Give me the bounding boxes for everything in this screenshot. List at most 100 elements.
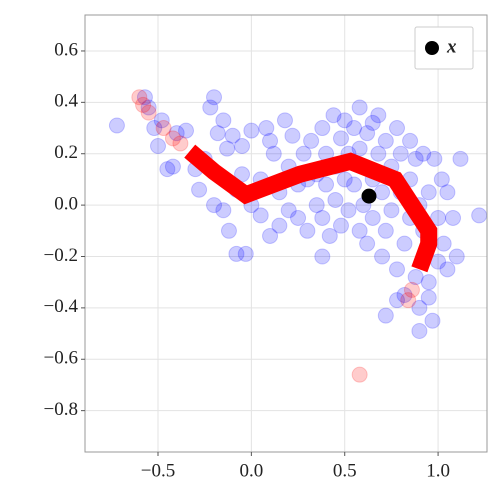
point: [318, 176, 335, 193]
point: [234, 138, 251, 155]
point: [215, 202, 232, 219]
point: [258, 120, 275, 137]
point: [411, 322, 428, 339]
point: [271, 217, 288, 234]
point: [332, 130, 349, 147]
point: [135, 96, 152, 113]
point: [411, 299, 428, 316]
point: [243, 122, 260, 139]
point: [155, 120, 172, 137]
point: [336, 112, 353, 129]
point: [295, 145, 312, 162]
point: [359, 235, 376, 252]
point: [265, 145, 282, 162]
point: [140, 99, 157, 116]
point: [400, 292, 417, 309]
point: [430, 209, 447, 226]
point: [351, 222, 368, 239]
point: [150, 138, 167, 155]
point: [407, 150, 424, 167]
grid: [85, 15, 487, 452]
y-tick-label: −0.6: [44, 348, 78, 369]
point: [159, 161, 176, 178]
point: [351, 366, 368, 383]
point: [108, 117, 125, 134]
point: [308, 197, 325, 214]
point: [389, 120, 406, 137]
point: [435, 235, 452, 252]
point: [439, 261, 456, 278]
marks: [108, 89, 488, 383]
point: [178, 122, 195, 139]
point: [325, 107, 342, 124]
x-tick-label: −0.5: [141, 460, 175, 481]
point: [172, 135, 189, 152]
point: [327, 191, 344, 208]
point: [168, 125, 185, 142]
point: [191, 181, 208, 198]
axes: −0.5 0.0 0.5 1.0 0.6 0.4 0.2 0.0 −0.2 −0.4 −0.6 −0.…: [44, 39, 450, 481]
y-tick-label: −0.8: [44, 399, 78, 420]
legend: x: [414, 26, 474, 70]
point: [336, 171, 353, 188]
y-tick-label: 0.2: [54, 142, 78, 163]
plot-background: [85, 15, 487, 452]
point: [396, 287, 413, 304]
point: [377, 132, 394, 149]
point: [202, 99, 219, 116]
point: [383, 202, 400, 219]
y-tick-label: 0.6: [54, 39, 78, 60]
point: [374, 248, 391, 265]
y-tick-label: 0.4: [54, 91, 78, 112]
point: [426, 150, 443, 167]
point: [364, 114, 381, 131]
point: [389, 261, 406, 278]
point: [370, 107, 387, 124]
point: [209, 125, 226, 142]
legend-marker: [425, 41, 439, 55]
point: [439, 184, 456, 201]
point: [314, 120, 331, 137]
point: [346, 176, 363, 193]
x-tick-label: 0.5: [333, 460, 357, 481]
point: [374, 184, 391, 201]
point: [433, 171, 450, 188]
point: [224, 127, 241, 144]
point: [206, 197, 223, 214]
point: [407, 269, 424, 286]
point: [136, 89, 153, 106]
point: [299, 222, 316, 239]
point: [290, 209, 307, 226]
point: [415, 145, 432, 162]
point: [420, 274, 437, 291]
point: [420, 184, 437, 201]
point: [153, 112, 170, 129]
point: [389, 292, 406, 309]
point: [262, 132, 279, 149]
point: [303, 132, 320, 149]
point: [420, 289, 437, 306]
y-tick-label: 0.0: [54, 193, 78, 214]
point: [351, 99, 368, 116]
point: [131, 89, 148, 106]
point: [445, 209, 462, 226]
legend-box: [414, 26, 474, 70]
point: [237, 245, 254, 262]
point: [219, 140, 236, 157]
y-tick-label: −0.4: [44, 296, 79, 317]
point: [448, 248, 465, 265]
point: [140, 104, 157, 121]
curve: [184, 144, 438, 273]
point: [402, 132, 419, 149]
point: [403, 281, 420, 298]
point: [340, 202, 357, 219]
legend-label: x: [446, 36, 457, 57]
point: [146, 120, 163, 137]
point: [359, 125, 376, 142]
point: [284, 127, 301, 144]
point: [392, 145, 409, 162]
panel-border: [84, 14, 488, 453]
point: [280, 202, 297, 219]
point: [314, 248, 331, 265]
point: [424, 312, 441, 329]
